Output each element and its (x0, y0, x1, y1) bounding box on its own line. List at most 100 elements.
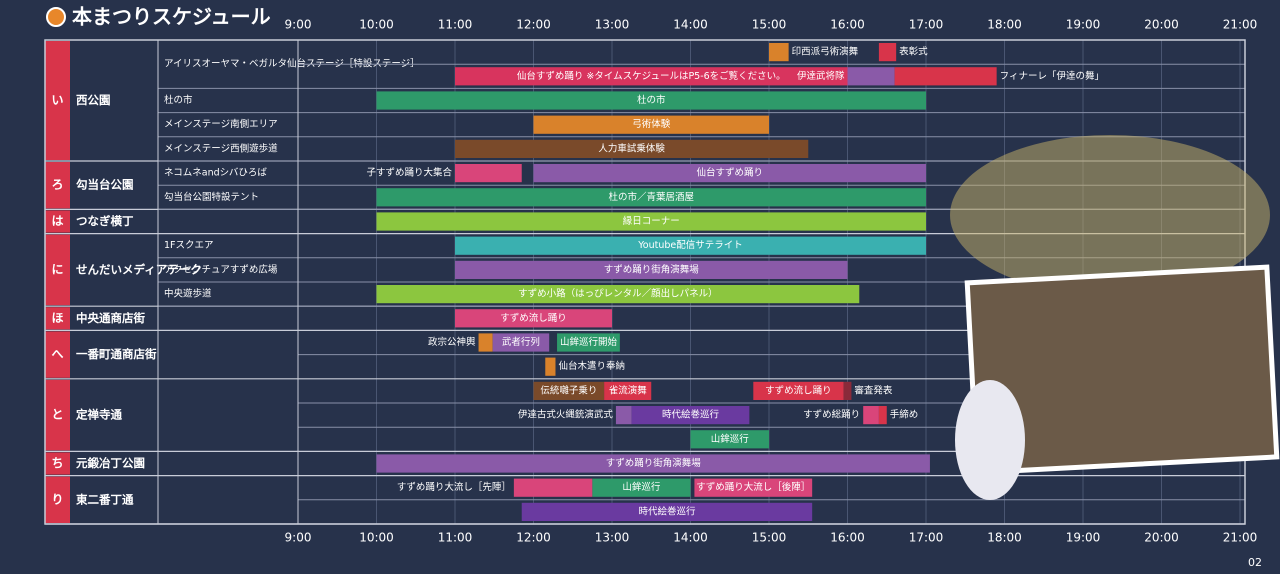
time-label: 21:00 (1223, 18, 1258, 32)
event-bar (376, 285, 860, 304)
time-label: 16:00 (830, 18, 865, 32)
time-label: 11:00 (438, 18, 473, 32)
event-label: フィナーレ「伊達の舞」 (1000, 70, 1104, 82)
event-bar (592, 478, 691, 497)
time-label: 17:00 (909, 18, 944, 32)
event-bar (455, 164, 522, 183)
event-label: 手締め (890, 409, 919, 421)
venue-name: ネコムネandシバひろば (164, 168, 267, 179)
area-letter-cell (45, 331, 70, 378)
event-label: 政宗公神輿 (428, 336, 476, 348)
event-label: 仙台すずめ踊り ※タイムスケジュールはP5-6をご覧ください。 (517, 70, 786, 82)
area-letter-cell (45, 307, 70, 330)
event-bar (455, 67, 848, 86)
event-label: 弓術体験 (632, 118, 671, 130)
event-bar (478, 333, 493, 352)
event-label: すずめ流し踊り (765, 384, 832, 396)
time-label: 12:00 (516, 531, 551, 545)
venue-name: アイリスオーヤマ・ベガルタ仙台ステージ［特設ステージ］ (164, 58, 420, 70)
event-bar (492, 333, 550, 352)
event-label: 仙台木遣り奉納 (558, 360, 625, 372)
time-label: 16:00 (830, 531, 865, 545)
event-bar (376, 454, 930, 473)
event-label: すずめ踊り街角演舞場 (606, 457, 702, 469)
area-letter-cell (45, 452, 70, 475)
event-label: 表彰式 (899, 46, 928, 58)
event-label: すずめ踊り街角演舞場 (604, 263, 700, 275)
area-letter: ち (51, 456, 63, 470)
event-label: 伊達古式火縄銃演武式 (518, 409, 614, 421)
event-bar (533, 115, 769, 134)
event-bar (455, 139, 809, 158)
event-label: 印西派弓術演舞 (792, 46, 859, 58)
time-label: 20:00 (1144, 531, 1179, 545)
event-label: 雀流演舞 (609, 384, 648, 396)
area-name: 一番町通商店街 (76, 347, 157, 361)
event-label: 山鉾巡行 (711, 433, 750, 445)
event-bar (376, 188, 926, 207)
event-bar (847, 67, 895, 86)
venue-name: メインステージ南側エリア (164, 118, 278, 130)
area-name: 西公園 (76, 93, 111, 107)
event-bar (753, 381, 844, 400)
event-label: Youtube配信サテライト (637, 239, 743, 251)
event-bar (615, 406, 632, 425)
time-label: 10:00 (359, 531, 394, 545)
event-bar (455, 260, 848, 279)
event-bar (455, 309, 612, 328)
area-letter: へ (51, 347, 63, 361)
area-letter-cell (45, 234, 70, 306)
area-name: 定禅寺通 (76, 408, 122, 422)
time-label: 15:00 (752, 531, 787, 545)
area-letter: い (51, 93, 63, 107)
event-label: すずめ踊り大流し［先陣］ (397, 481, 511, 493)
time-label: 13:00 (595, 18, 630, 32)
event-label: 人力車試乗体験 (598, 142, 665, 154)
area-letter: に (51, 262, 63, 276)
area-letter-cell (45, 210, 70, 233)
venue-name: 勾当台公園特設テント (164, 191, 259, 203)
photo (964, 264, 1280, 476)
time-label: 12:00 (516, 18, 551, 32)
event-bar (521, 502, 813, 521)
time-label: 11:00 (438, 531, 473, 545)
venue-name: アクセンチュアすずめ広場 (164, 263, 278, 275)
time-label: 13:00 (595, 531, 630, 545)
photo-area (950, 135, 1280, 500)
event-bar (376, 91, 926, 110)
event-bar (863, 406, 879, 425)
decoration (950, 135, 1270, 295)
mascot (955, 380, 1025, 500)
event-bar (631, 406, 750, 425)
time-label: 10:00 (359, 18, 394, 32)
time-label: 15:00 (752, 18, 787, 32)
event-label: 仙台すずめ踊り (696, 167, 763, 179)
area-letter: り (51, 492, 63, 506)
time-label: 19:00 (1066, 531, 1101, 545)
event-bar (878, 43, 897, 62)
time-label: 21:00 (1223, 531, 1258, 545)
area-letter: と (51, 408, 63, 422)
event-label: 山鉾巡行 (622, 481, 661, 493)
event-label: 時代絵巻巡行 (662, 409, 720, 421)
time-label: 20:00 (1144, 18, 1179, 32)
event-bar (694, 478, 813, 497)
venue-name: メインステージ西側遊歩道 (164, 142, 278, 154)
event-bar (843, 381, 852, 400)
page-number: 02 (1248, 556, 1262, 569)
time-label: 9:00 (285, 18, 312, 32)
event-bar (557, 333, 620, 352)
title-icon (46, 7, 66, 27)
event-label: 伊達武将隊 (797, 70, 845, 82)
event-label: 子すずめ踊り大集合 (366, 167, 452, 179)
event-label: 伝統囃子乗り (540, 384, 597, 396)
event-label: すずめ小路（はっぴレンタル／顔出しパネル） (518, 288, 718, 300)
area-name: 勾当台公園 (76, 178, 134, 192)
event-bar (894, 67, 997, 86)
event-bar (455, 236, 926, 255)
event-label: 武者行列 (502, 336, 540, 348)
venue-name: 中央遊歩道 (164, 288, 212, 300)
time-label: 14:00 (673, 531, 708, 545)
event-label: すずめ流し踊り (500, 312, 567, 324)
